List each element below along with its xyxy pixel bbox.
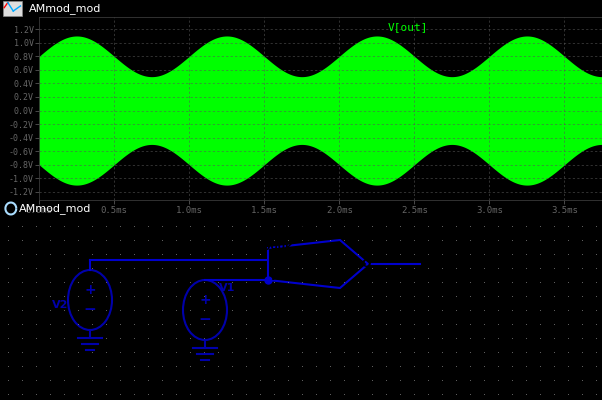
Text: V2: V2	[52, 300, 68, 310]
Text: mark=1000K  space=1000k: mark=1000K space=1000k	[130, 242, 292, 252]
Text: SINE(0.8 0.3 1k): SINE(0.8 0.3 1k)	[219, 343, 314, 353]
Text: −: −	[199, 312, 211, 328]
Text: FM: FM	[272, 248, 291, 258]
Text: V[out]: V[out]	[388, 22, 429, 32]
Text: Q: Q	[362, 259, 371, 269]
Text: −: −	[84, 302, 96, 318]
Text: V1: V1	[219, 283, 235, 293]
Text: AM: AM	[272, 272, 291, 282]
Text: AMmod_mod: AMmod_mod	[29, 3, 101, 14]
Text: AMmod_mod: AMmod_mod	[19, 203, 92, 214]
Text: A1: A1	[291, 219, 309, 232]
Text: out: out	[422, 259, 442, 269]
Text: +: +	[84, 283, 96, 297]
Text: .tran 5m: .tran 5m	[28, 365, 81, 375]
Bar	[3, 1, 22, 16]
Text: 1: 1	[57, 277, 63, 287]
Text: +: +	[199, 293, 211, 307]
